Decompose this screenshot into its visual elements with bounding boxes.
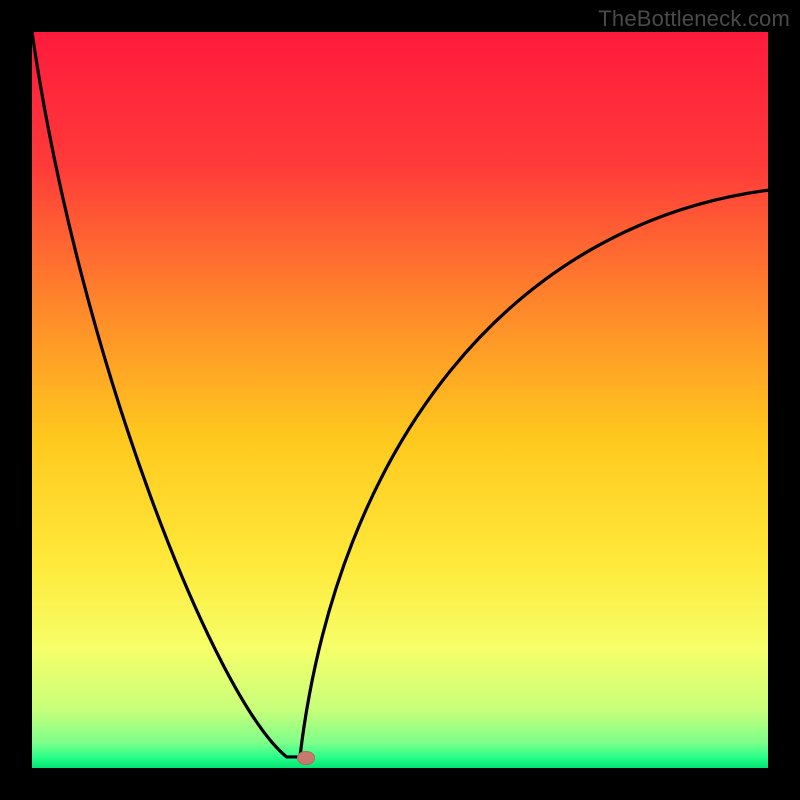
optimal-point-marker [297,751,315,765]
watermark-text: TheBottleneck.com [598,6,790,32]
plot-area [32,32,768,768]
canvas: TheBottleneck.com [0,0,800,800]
curve-path [32,32,768,757]
bottleneck-curve [32,32,768,768]
